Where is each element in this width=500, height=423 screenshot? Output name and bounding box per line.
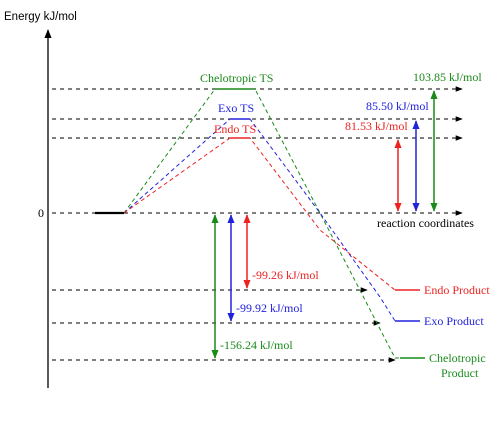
chelotropic-product-label-line1: Chelotropic <box>429 351 486 365</box>
chelotropic-barrier-label: 103.85 kJ/mol <box>413 70 482 84</box>
zero-label: 0 <box>38 206 44 220</box>
endo-ts-label: Endo TS <box>214 122 256 136</box>
exo-reaction-label: -99.92 kJ/mol <box>236 301 303 315</box>
exo-pathway <box>123 118 396 322</box>
reaction-coordinates-label: reaction coordinates <box>377 216 474 230</box>
endo-reaction-label: -99.26 kJ/mol <box>252 268 319 282</box>
exo-barrier-label: 85.50 kJ/mol <box>366 99 429 113</box>
exo-product-label: Exo Product <box>424 314 484 328</box>
chelotropic-product-label-line2: Product <box>441 366 479 380</box>
chelotropic-ts-label: Chelotropic TS <box>200 71 273 85</box>
chelotropic-reaction-label: -156.24 kJ/mol <box>220 338 293 352</box>
exo-ts-label: Exo TS <box>218 101 254 115</box>
chelotropic-pathway <box>123 88 418 359</box>
endo-product-label: Endo Product <box>424 283 490 297</box>
endo-barrier-label: 81.53 kJ/mol <box>345 119 408 133</box>
energy-axis-label: Energy kJ/mol <box>4 11 77 23</box>
